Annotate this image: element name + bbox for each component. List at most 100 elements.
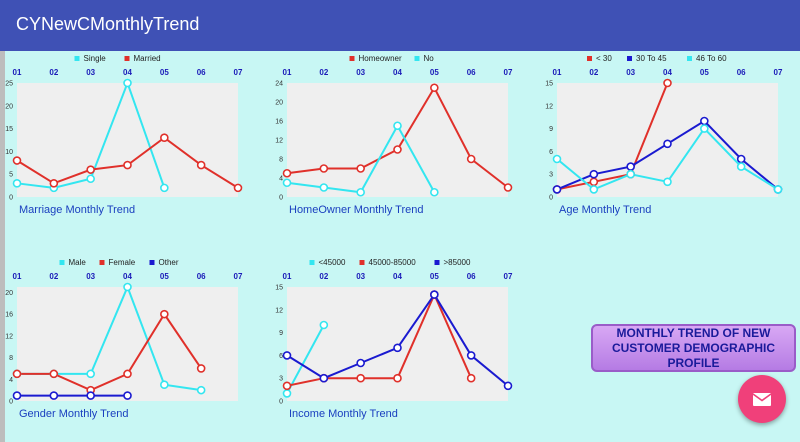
age-chart-y-tick-1: 3	[549, 172, 553, 179]
marriage-chart-x-tick-1: 02	[49, 68, 58, 77]
age-chart-point-2-6	[773, 185, 783, 194]
age-chart-legend-label-1: 30 To 45	[636, 54, 667, 63]
marriage-chart-legend-label-1: Married	[134, 54, 161, 63]
homeowner-chart-x-tick-5: 06	[467, 68, 476, 77]
gender-chart-series-line-1	[17, 312, 202, 392]
homeowner-chart-x-tick-2: 03	[356, 68, 365, 77]
homeowner-chart-y-tick-3: 12	[275, 138, 283, 145]
monthly-trend-button[interactable]: MONTHLY TREND OF NEW CUSTOMER DEMOGRAPHI…	[591, 324, 796, 372]
marriage-chart-point-1-1	[49, 179, 59, 188]
homeowner-chart-point-0-5	[466, 154, 476, 164]
gender-chart-title: Gender Monthly Trend	[19, 408, 128, 420]
marriage-chart-x-tick-3: 04	[123, 68, 132, 77]
income-chart-point-2-4	[430, 290, 439, 299]
marriage-chart-point-1-6	[233, 183, 243, 193]
gender-chart-point-2-0	[12, 391, 22, 400]
marriage-chart-title: Marriage Monthly Trend	[19, 204, 135, 216]
homeowner-chart-legend-swatch-0	[349, 56, 355, 61]
age-chart-y-tick-3: 9	[549, 126, 553, 133]
marriage-chart-y-tick-1: 5	[9, 172, 13, 179]
marriage-chart-y-tick-4: 20	[5, 103, 13, 110]
homeowner-chart-point-1-1	[319, 183, 329, 192]
homeowner-chart-x-tick-4: 05	[430, 68, 439, 77]
income-chart-y-tick-1: 3	[279, 376, 283, 383]
gender-chart-y-tick-4: 16	[5, 312, 13, 319]
income-chart-y-tick-0: 0	[279, 399, 283, 406]
homeowner-chart-y-tick-4: 16	[275, 119, 283, 126]
age-chart-x-tick-2: 03	[626, 68, 635, 77]
age-chart-y-tick-4: 12	[545, 103, 553, 110]
marriage-chart-point-1-5	[196, 160, 206, 170]
income-chart-legend-label-2: >85000	[444, 258, 471, 267]
gender-chart-y-tick-0: 0	[9, 399, 13, 406]
marriage-chart-legend-label-0: Single	[84, 54, 107, 63]
age-chart-series-line-0	[556, 82, 669, 191]
marriage-chart-point-1-0	[12, 156, 22, 165]
income-chart-title: Income Monthly Trend	[289, 408, 398, 420]
gender-chart-point-2-1	[49, 391, 59, 400]
homeowner-chart-x-tick-6: 07	[504, 68, 513, 77]
age-chart-point-1-0	[552, 185, 562, 194]
marriage-chart-point-1-3	[123, 160, 132, 170]
age-chart-point-0-1	[589, 177, 599, 187]
gender-chart-point-2-3	[123, 391, 132, 400]
homeowner-chart-legend-label-0: Homeowner	[359, 54, 402, 63]
marriage-chart-x-tick-4: 05	[160, 68, 169, 77]
homeowner-chart-point-1-0	[282, 178, 292, 188]
age-chart-point-2-5	[736, 162, 746, 171]
email-fab[interactable]	[738, 375, 786, 423]
age-chart-point-1-1	[589, 169, 599, 179]
gender-chart-point-1-0	[12, 369, 22, 379]
gender-chart-point-1-3	[123, 369, 132, 379]
homeowner-chart-y-tick-0: 0	[279, 195, 283, 202]
marriage-chart-x-tick-6: 07	[234, 68, 243, 77]
income-chart-x-tick-4: 05	[430, 272, 439, 281]
homeowner-chart-point-0-6	[503, 183, 513, 192]
mail-icon	[752, 392, 772, 406]
age-chart-point-2-0	[552, 154, 562, 164]
marriage-chart-y-tick-3: 15	[5, 126, 13, 133]
gender-chart-plot-area	[17, 287, 238, 401]
income-chart-point-1-3	[393, 373, 402, 383]
app-bar: CYNewCMonthlyTrend	[0, 0, 800, 51]
income-chart-legend-swatch-2	[434, 260, 440, 265]
homeowner-chart-legend-swatch-1	[414, 56, 420, 61]
marriage-chart-legend-swatch-1	[124, 56, 130, 61]
homeowner-chart-legend-label-1: No	[424, 54, 435, 63]
gender-chart-legend-swatch-0	[59, 260, 65, 265]
gender-chart-point-2-2	[86, 391, 95, 400]
income-chart-point-2-2	[356, 358, 365, 368]
income-chart-x-tick-0: 01	[283, 272, 292, 281]
age-chart-x-tick-6: 07	[774, 68, 783, 77]
homeowner-chart-y-tick-5: 20	[275, 100, 283, 107]
age-chart-point-2-3	[663, 177, 672, 187]
age-chart-x-tick-1: 02	[589, 68, 598, 77]
age-chart-legend-swatch-2	[687, 56, 692, 61]
age-chart-legend-swatch-1	[627, 56, 632, 61]
age-chart-title: Age Monthly Trend	[559, 204, 651, 216]
gender-chart-point-0-5	[196, 385, 206, 395]
income-chart-legend-label-0: <45000	[319, 258, 346, 267]
age-chart-point-0-3	[663, 78, 672, 88]
age-chart-point-1-3	[663, 139, 672, 149]
income-chart-point-2-3	[393, 343, 402, 353]
marriage-chart-point-0-4	[160, 183, 169, 193]
income-chart-series-line-1	[286, 292, 473, 387]
income-chart-x-tick-2: 03	[356, 272, 365, 281]
age-chart-point-1-4	[700, 116, 709, 126]
homeowner-chart-plot-area	[287, 83, 508, 197]
age-chart-legend-label-2: 46 To 60	[696, 54, 727, 63]
gender-chart-legend-label-1: Female	[109, 258, 136, 267]
marriage-chart-x-tick-5: 06	[197, 68, 206, 77]
age-chart-y-tick-5: 15	[545, 81, 553, 88]
homeowner-chart-point-1-3	[393, 121, 402, 131]
age-chart-x-tick-0: 01	[553, 68, 562, 77]
homeowner-chart-point-0-0	[282, 168, 292, 178]
income-chart-x-tick-3: 04	[393, 272, 402, 281]
income-chart-y-tick-5: 15	[275, 285, 283, 292]
homeowner-chart-point-0-1	[319, 164, 329, 173]
income-chart-point-1-0	[282, 381, 292, 391]
